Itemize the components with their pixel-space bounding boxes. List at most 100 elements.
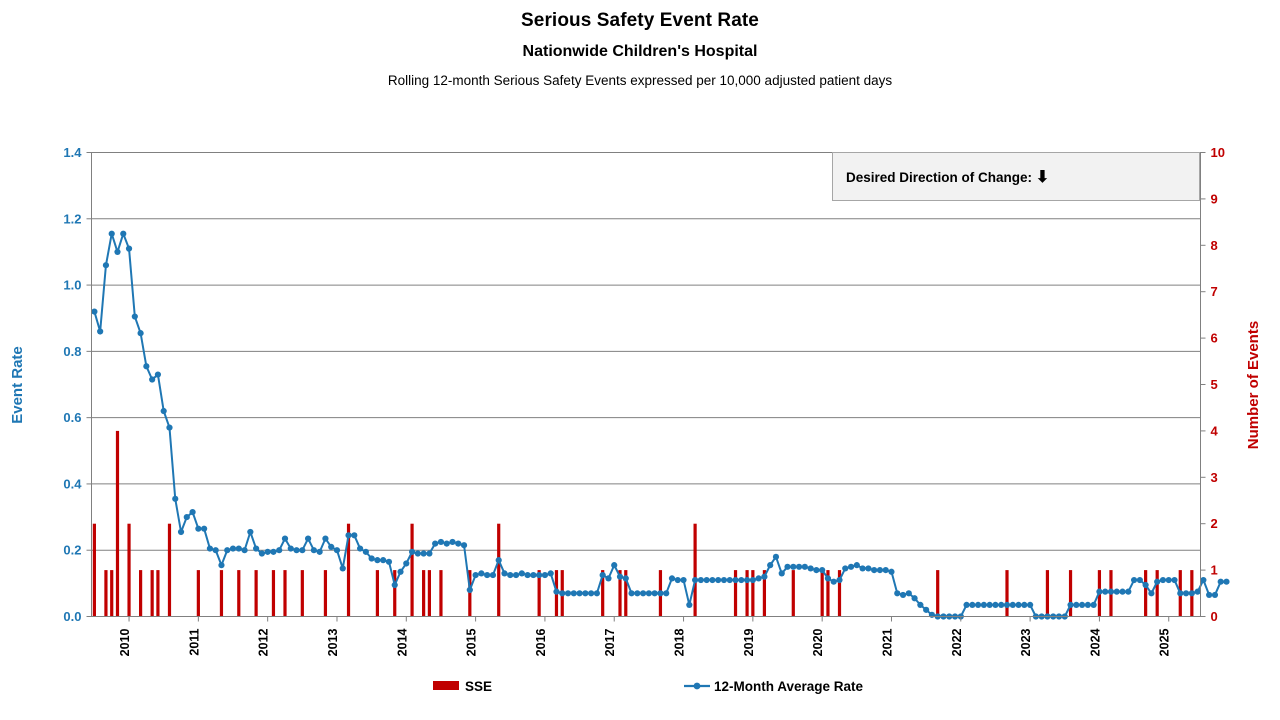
sse-bar bbox=[1155, 570, 1159, 617]
x-tick-label: 2023 bbox=[1019, 628, 1033, 656]
rate-marker bbox=[1165, 576, 1172, 584]
rate-marker bbox=[1194, 588, 1201, 595]
rate-marker bbox=[270, 548, 277, 555]
rate-marker bbox=[276, 547, 283, 554]
sse-bar bbox=[271, 570, 276, 617]
rate-marker bbox=[432, 540, 439, 547]
rate-marker bbox=[1113, 588, 1120, 595]
rate-marker bbox=[697, 576, 704, 584]
rate-marker bbox=[518, 570, 525, 577]
rate-marker bbox=[732, 576, 739, 584]
rate-marker bbox=[559, 590, 566, 597]
legend-label-sse: SSE bbox=[465, 679, 492, 694]
rate-marker bbox=[512, 571, 520, 579]
rate-marker bbox=[1182, 590, 1190, 597]
sse-bar bbox=[762, 570, 767, 617]
annotation-box-background bbox=[832, 152, 1200, 201]
x-tick-label: 2011 bbox=[187, 628, 201, 655]
rate-marker bbox=[969, 601, 976, 609]
rate-marker bbox=[998, 601, 1005, 609]
rate-marker bbox=[564, 590, 572, 597]
y-tick-label-right: 10 bbox=[1211, 145, 1225, 160]
sse-bar bbox=[624, 570, 628, 617]
rate-marker bbox=[466, 586, 473, 594]
rate-marker bbox=[1136, 576, 1143, 584]
rate-marker bbox=[778, 570, 785, 577]
rate-marker bbox=[842, 565, 849, 572]
sse-bar bbox=[791, 570, 795, 617]
y-tick-label-right: 8 bbox=[1211, 238, 1218, 253]
sse-bar bbox=[300, 570, 304, 617]
sse-bar bbox=[196, 570, 200, 617]
sse-bars bbox=[92, 430, 1194, 617]
rate-marker bbox=[593, 590, 601, 597]
rate-marker bbox=[651, 590, 658, 597]
x-tick-label: 2013 bbox=[326, 628, 340, 656]
rate-marker bbox=[333, 547, 341, 554]
rate-marker bbox=[1078, 601, 1086, 609]
sse-bar bbox=[936, 570, 940, 617]
rate-marker bbox=[351, 532, 358, 539]
sse-bar bbox=[110, 570, 114, 617]
rate-line-path bbox=[93, 232, 1228, 618]
rate-marker bbox=[980, 601, 988, 609]
rate-marker bbox=[299, 547, 306, 554]
legend-label-rate: 12-Month Average Rate bbox=[714, 679, 864, 694]
rate-marker bbox=[305, 535, 312, 542]
x-tick-label: 2014 bbox=[395, 628, 409, 656]
rate-marker bbox=[281, 535, 289, 542]
rate-marker bbox=[871, 567, 878, 574]
sse-bar bbox=[751, 570, 755, 617]
rate-marker bbox=[172, 495, 179, 502]
rate-marker bbox=[1102, 588, 1109, 595]
sse-bar bbox=[733, 570, 738, 617]
y-tick-label-right: 5 bbox=[1211, 377, 1218, 392]
rate-marker bbox=[437, 538, 445, 546]
rate-marker bbox=[657, 590, 664, 597]
rate-marker bbox=[986, 601, 993, 609]
sse-bar bbox=[115, 430, 120, 617]
rate-marker bbox=[761, 573, 768, 580]
title-block: Serious Safety Event Rate Nationwide Chi… bbox=[0, 0, 1280, 88]
rate-marker bbox=[674, 576, 681, 584]
x-tick-label: 2015 bbox=[465, 628, 479, 656]
rate-marker bbox=[1206, 591, 1213, 599]
rate-marker bbox=[1223, 578, 1230, 585]
rate-marker bbox=[258, 550, 265, 557]
rate-marker bbox=[206, 545, 214, 552]
rate-marker bbox=[622, 575, 629, 582]
sse-bar bbox=[283, 570, 287, 617]
rate-marker bbox=[397, 568, 404, 575]
rate-marker bbox=[1130, 576, 1138, 584]
y-tick-label-right: 2 bbox=[1211, 516, 1218, 531]
rate-marker bbox=[963, 601, 970, 609]
rate-marker bbox=[1021, 601, 1028, 609]
sse-bar bbox=[1068, 570, 1073, 617]
rate-marker bbox=[160, 407, 167, 415]
rate-marker bbox=[795, 563, 803, 570]
rate-marker bbox=[715, 576, 722, 584]
rate-marker bbox=[801, 563, 808, 570]
rate-marker bbox=[865, 565, 872, 572]
x-tick-label: 2021 bbox=[880, 628, 894, 656]
sse-bar bbox=[375, 570, 380, 617]
rate-marker bbox=[356, 545, 364, 552]
rate-marker bbox=[830, 578, 837, 585]
rate-marker bbox=[166, 424, 173, 431]
sse-bar bbox=[410, 523, 414, 617]
rate-marker bbox=[97, 328, 104, 335]
rate-marker bbox=[247, 528, 254, 536]
rate-marker bbox=[703, 576, 710, 584]
rate-marker bbox=[201, 525, 208, 532]
rate-marker bbox=[328, 543, 335, 551]
y-tick-label-right: 0 bbox=[1211, 609, 1218, 624]
rate-marker bbox=[1159, 576, 1167, 584]
rate-marker bbox=[120, 230, 127, 237]
sse-bar bbox=[1144, 570, 1148, 617]
chart-subtitle: Nationwide Children's Hospital bbox=[522, 43, 758, 60]
sse-bar bbox=[837, 570, 842, 617]
legend: SSE 12-Month Average Rate bbox=[433, 679, 864, 694]
rate-marker bbox=[1090, 601, 1097, 609]
rate-marker bbox=[576, 590, 583, 597]
rate-marker bbox=[738, 576, 745, 584]
